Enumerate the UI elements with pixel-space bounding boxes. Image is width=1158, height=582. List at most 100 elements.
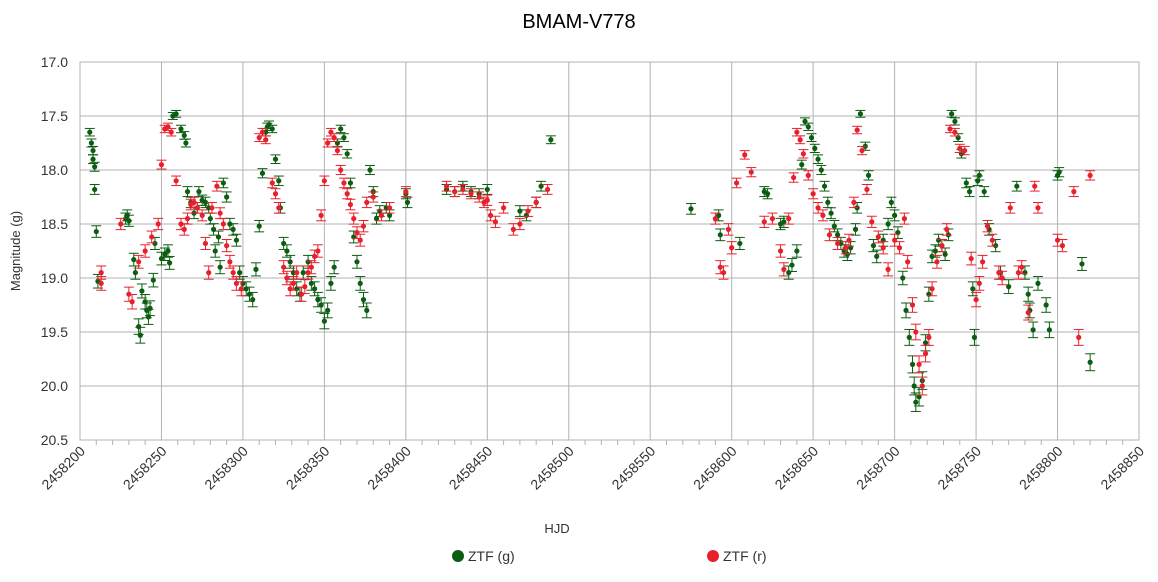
data-marker bbox=[92, 186, 98, 193]
data-marker bbox=[815, 205, 821, 211]
data-point bbox=[210, 244, 221, 258]
data-marker bbox=[484, 186, 490, 193]
data-marker bbox=[1054, 237, 1061, 243]
data-marker bbox=[1087, 359, 1093, 365]
data-marker bbox=[468, 191, 474, 197]
data-point bbox=[731, 177, 742, 189]
data-marker bbox=[903, 307, 909, 313]
data-point bbox=[376, 209, 387, 222]
data-marker bbox=[230, 226, 236, 232]
x-axis-label: HJD bbox=[544, 521, 569, 536]
data-marker bbox=[181, 226, 187, 232]
data-point bbox=[345, 198, 356, 211]
data-marker bbox=[797, 137, 803, 143]
data-marker bbox=[92, 164, 98, 170]
data-marker bbox=[484, 197, 490, 203]
data-marker bbox=[344, 151, 350, 157]
data-marker bbox=[1025, 309, 1031, 316]
data-marker bbox=[253, 266, 259, 272]
data-marker bbox=[284, 248, 290, 254]
data-point bbox=[180, 138, 191, 148]
data-marker bbox=[202, 240, 209, 247]
data-point bbox=[974, 170, 985, 181]
data-point bbox=[718, 265, 729, 280]
data-point bbox=[931, 254, 942, 269]
data-point bbox=[826, 207, 837, 220]
data-point bbox=[946, 109, 957, 118]
data-point bbox=[355, 276, 366, 291]
data-marker bbox=[820, 212, 826, 218]
data-point bbox=[791, 244, 802, 258]
data-point bbox=[715, 228, 726, 242]
data-marker bbox=[98, 280, 104, 286]
data-marker bbox=[178, 126, 184, 132]
data-marker bbox=[487, 212, 494, 218]
data-point bbox=[941, 223, 952, 236]
data-point bbox=[231, 233, 242, 247]
data-point bbox=[959, 145, 970, 156]
data-point bbox=[1076, 257, 1087, 271]
data-marker bbox=[452, 189, 458, 195]
data-marker bbox=[538, 183, 544, 189]
data-point bbox=[816, 164, 827, 176]
data-marker bbox=[276, 178, 282, 184]
data-point bbox=[342, 188, 353, 200]
data-point bbox=[901, 302, 912, 319]
data-point bbox=[759, 215, 770, 228]
data-point bbox=[923, 328, 934, 346]
data-marker bbox=[443, 183, 450, 189]
data-marker bbox=[294, 270, 300, 276]
data-marker bbox=[717, 264, 723, 270]
data-point bbox=[140, 244, 151, 258]
data-marker bbox=[137, 332, 143, 338]
data-marker bbox=[936, 237, 942, 243]
data-point bbox=[843, 233, 854, 247]
data-point bbox=[278, 260, 289, 275]
data-point bbox=[342, 149, 353, 159]
data-point bbox=[1044, 321, 1055, 339]
data-point bbox=[824, 228, 835, 242]
data-marker bbox=[325, 140, 331, 146]
data-marker bbox=[88, 140, 95, 146]
data-marker bbox=[857, 111, 864, 117]
data-marker bbox=[230, 270, 236, 276]
y-tick-label: 17.0 bbox=[41, 54, 68, 70]
data-point bbox=[861, 184, 872, 195]
data-marker bbox=[869, 219, 875, 225]
data-marker bbox=[250, 297, 256, 303]
data-marker bbox=[1019, 264, 1025, 270]
data-point bbox=[974, 276, 985, 291]
data-marker bbox=[1007, 205, 1013, 211]
data-marker bbox=[312, 286, 318, 292]
data-point bbox=[850, 223, 861, 236]
data-marker bbox=[944, 226, 950, 232]
data-point bbox=[348, 212, 359, 225]
data-point bbox=[997, 270, 1008, 286]
data-marker bbox=[209, 205, 215, 211]
data-marker bbox=[341, 135, 347, 141]
data-point bbox=[819, 180, 830, 192]
data-marker bbox=[533, 199, 539, 205]
data-point bbox=[203, 265, 214, 280]
data-marker bbox=[357, 280, 363, 286]
data-point bbox=[316, 297, 327, 313]
data-point bbox=[133, 254, 144, 269]
data-point bbox=[351, 254, 362, 269]
data-point bbox=[260, 135, 271, 145]
data-marker bbox=[238, 286, 244, 292]
data-marker bbox=[791, 174, 797, 181]
data-marker bbox=[136, 259, 142, 265]
data-marker bbox=[150, 277, 156, 283]
data-point bbox=[1023, 304, 1034, 321]
data-point bbox=[902, 254, 913, 269]
data-marker bbox=[885, 221, 891, 227]
data-marker bbox=[360, 223, 367, 229]
data-marker bbox=[224, 243, 230, 249]
data-marker bbox=[786, 216, 792, 222]
data-marker bbox=[810, 191, 816, 197]
data-point bbox=[1032, 201, 1043, 214]
data-point bbox=[88, 154, 99, 165]
data-marker bbox=[1025, 291, 1031, 297]
data-marker bbox=[733, 180, 740, 186]
